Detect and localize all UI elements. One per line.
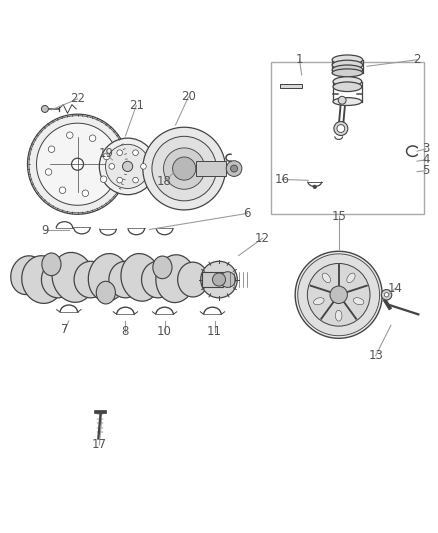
Circle shape bbox=[123, 161, 133, 172]
Ellipse shape bbox=[121, 254, 160, 301]
Text: 14: 14 bbox=[388, 282, 403, 295]
Ellipse shape bbox=[141, 261, 175, 298]
Text: 4: 4 bbox=[422, 154, 430, 166]
Text: 2: 2 bbox=[413, 53, 421, 66]
Circle shape bbox=[381, 289, 392, 300]
Text: 1: 1 bbox=[296, 53, 303, 66]
Text: 6: 6 bbox=[244, 207, 251, 220]
Text: 12: 12 bbox=[255, 232, 270, 245]
Circle shape bbox=[117, 150, 123, 156]
Ellipse shape bbox=[332, 55, 363, 64]
Circle shape bbox=[36, 123, 119, 205]
Circle shape bbox=[307, 263, 370, 326]
Circle shape bbox=[48, 146, 55, 152]
Circle shape bbox=[334, 122, 348, 135]
Circle shape bbox=[42, 106, 48, 112]
Text: 8: 8 bbox=[122, 325, 129, 338]
Text: 21: 21 bbox=[129, 99, 144, 112]
Ellipse shape bbox=[153, 256, 172, 279]
Ellipse shape bbox=[332, 60, 363, 70]
Circle shape bbox=[337, 125, 345, 133]
Text: 11: 11 bbox=[207, 325, 222, 338]
Ellipse shape bbox=[332, 69, 363, 77]
Ellipse shape bbox=[156, 255, 195, 303]
Ellipse shape bbox=[11, 256, 44, 295]
Circle shape bbox=[201, 261, 237, 298]
Circle shape bbox=[133, 150, 138, 156]
Circle shape bbox=[45, 169, 52, 175]
Circle shape bbox=[313, 185, 317, 189]
Circle shape bbox=[338, 96, 346, 104]
Ellipse shape bbox=[42, 261, 74, 298]
Circle shape bbox=[163, 148, 205, 189]
Circle shape bbox=[103, 153, 110, 160]
Circle shape bbox=[141, 164, 146, 169]
Text: 5: 5 bbox=[422, 164, 429, 177]
Text: 15: 15 bbox=[331, 210, 346, 223]
Circle shape bbox=[89, 135, 96, 141]
Ellipse shape bbox=[96, 281, 116, 304]
Ellipse shape bbox=[322, 273, 331, 282]
Text: 7: 7 bbox=[61, 323, 68, 336]
Ellipse shape bbox=[353, 298, 364, 305]
Text: 22: 22 bbox=[70, 92, 85, 106]
Ellipse shape bbox=[333, 98, 362, 106]
Ellipse shape bbox=[42, 253, 61, 276]
Ellipse shape bbox=[336, 310, 342, 321]
Text: 10: 10 bbox=[157, 325, 172, 338]
Bar bbox=[196, 161, 226, 176]
Circle shape bbox=[220, 272, 236, 287]
Ellipse shape bbox=[109, 261, 142, 298]
Circle shape bbox=[67, 132, 73, 139]
Ellipse shape bbox=[88, 254, 128, 301]
Text: 17: 17 bbox=[92, 439, 107, 451]
Circle shape bbox=[28, 114, 127, 214]
Text: 19: 19 bbox=[99, 147, 113, 160]
Circle shape bbox=[212, 273, 226, 286]
Text: 18: 18 bbox=[157, 175, 172, 188]
Bar bbox=[280, 84, 302, 88]
Circle shape bbox=[109, 164, 115, 169]
Circle shape bbox=[152, 136, 216, 201]
Ellipse shape bbox=[52, 253, 95, 302]
Ellipse shape bbox=[333, 82, 362, 92]
Text: 9: 9 bbox=[41, 224, 49, 237]
Ellipse shape bbox=[333, 77, 362, 86]
Ellipse shape bbox=[332, 65, 363, 75]
Text: 20: 20 bbox=[181, 90, 196, 103]
Circle shape bbox=[173, 157, 196, 180]
Ellipse shape bbox=[178, 262, 208, 297]
Circle shape bbox=[330, 286, 347, 303]
Circle shape bbox=[230, 165, 237, 172]
Circle shape bbox=[99, 138, 156, 195]
Bar bbox=[201, 272, 223, 287]
Ellipse shape bbox=[22, 256, 64, 303]
Ellipse shape bbox=[74, 261, 107, 298]
Circle shape bbox=[59, 187, 66, 193]
Circle shape bbox=[106, 144, 150, 189]
Circle shape bbox=[117, 177, 123, 183]
Circle shape bbox=[295, 251, 382, 338]
Bar bbox=[271, 62, 424, 214]
Text: 13: 13 bbox=[368, 349, 383, 362]
Circle shape bbox=[133, 177, 138, 183]
Ellipse shape bbox=[314, 298, 324, 305]
Circle shape bbox=[82, 190, 88, 197]
Circle shape bbox=[226, 161, 242, 176]
Circle shape bbox=[71, 158, 84, 170]
Circle shape bbox=[298, 254, 380, 336]
Circle shape bbox=[100, 176, 107, 182]
Ellipse shape bbox=[347, 273, 355, 282]
Circle shape bbox=[385, 293, 389, 297]
Circle shape bbox=[143, 127, 226, 210]
Text: 16: 16 bbox=[275, 173, 290, 186]
Text: 3: 3 bbox=[422, 142, 429, 156]
